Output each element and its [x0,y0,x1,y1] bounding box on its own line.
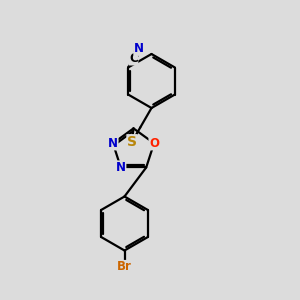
Text: Br: Br [117,260,132,274]
Text: S: S [127,135,137,149]
Text: N: N [108,137,118,150]
Text: C: C [129,52,138,65]
Text: O: O [149,137,159,150]
Text: N: N [134,42,144,55]
Text: N: N [116,161,126,174]
